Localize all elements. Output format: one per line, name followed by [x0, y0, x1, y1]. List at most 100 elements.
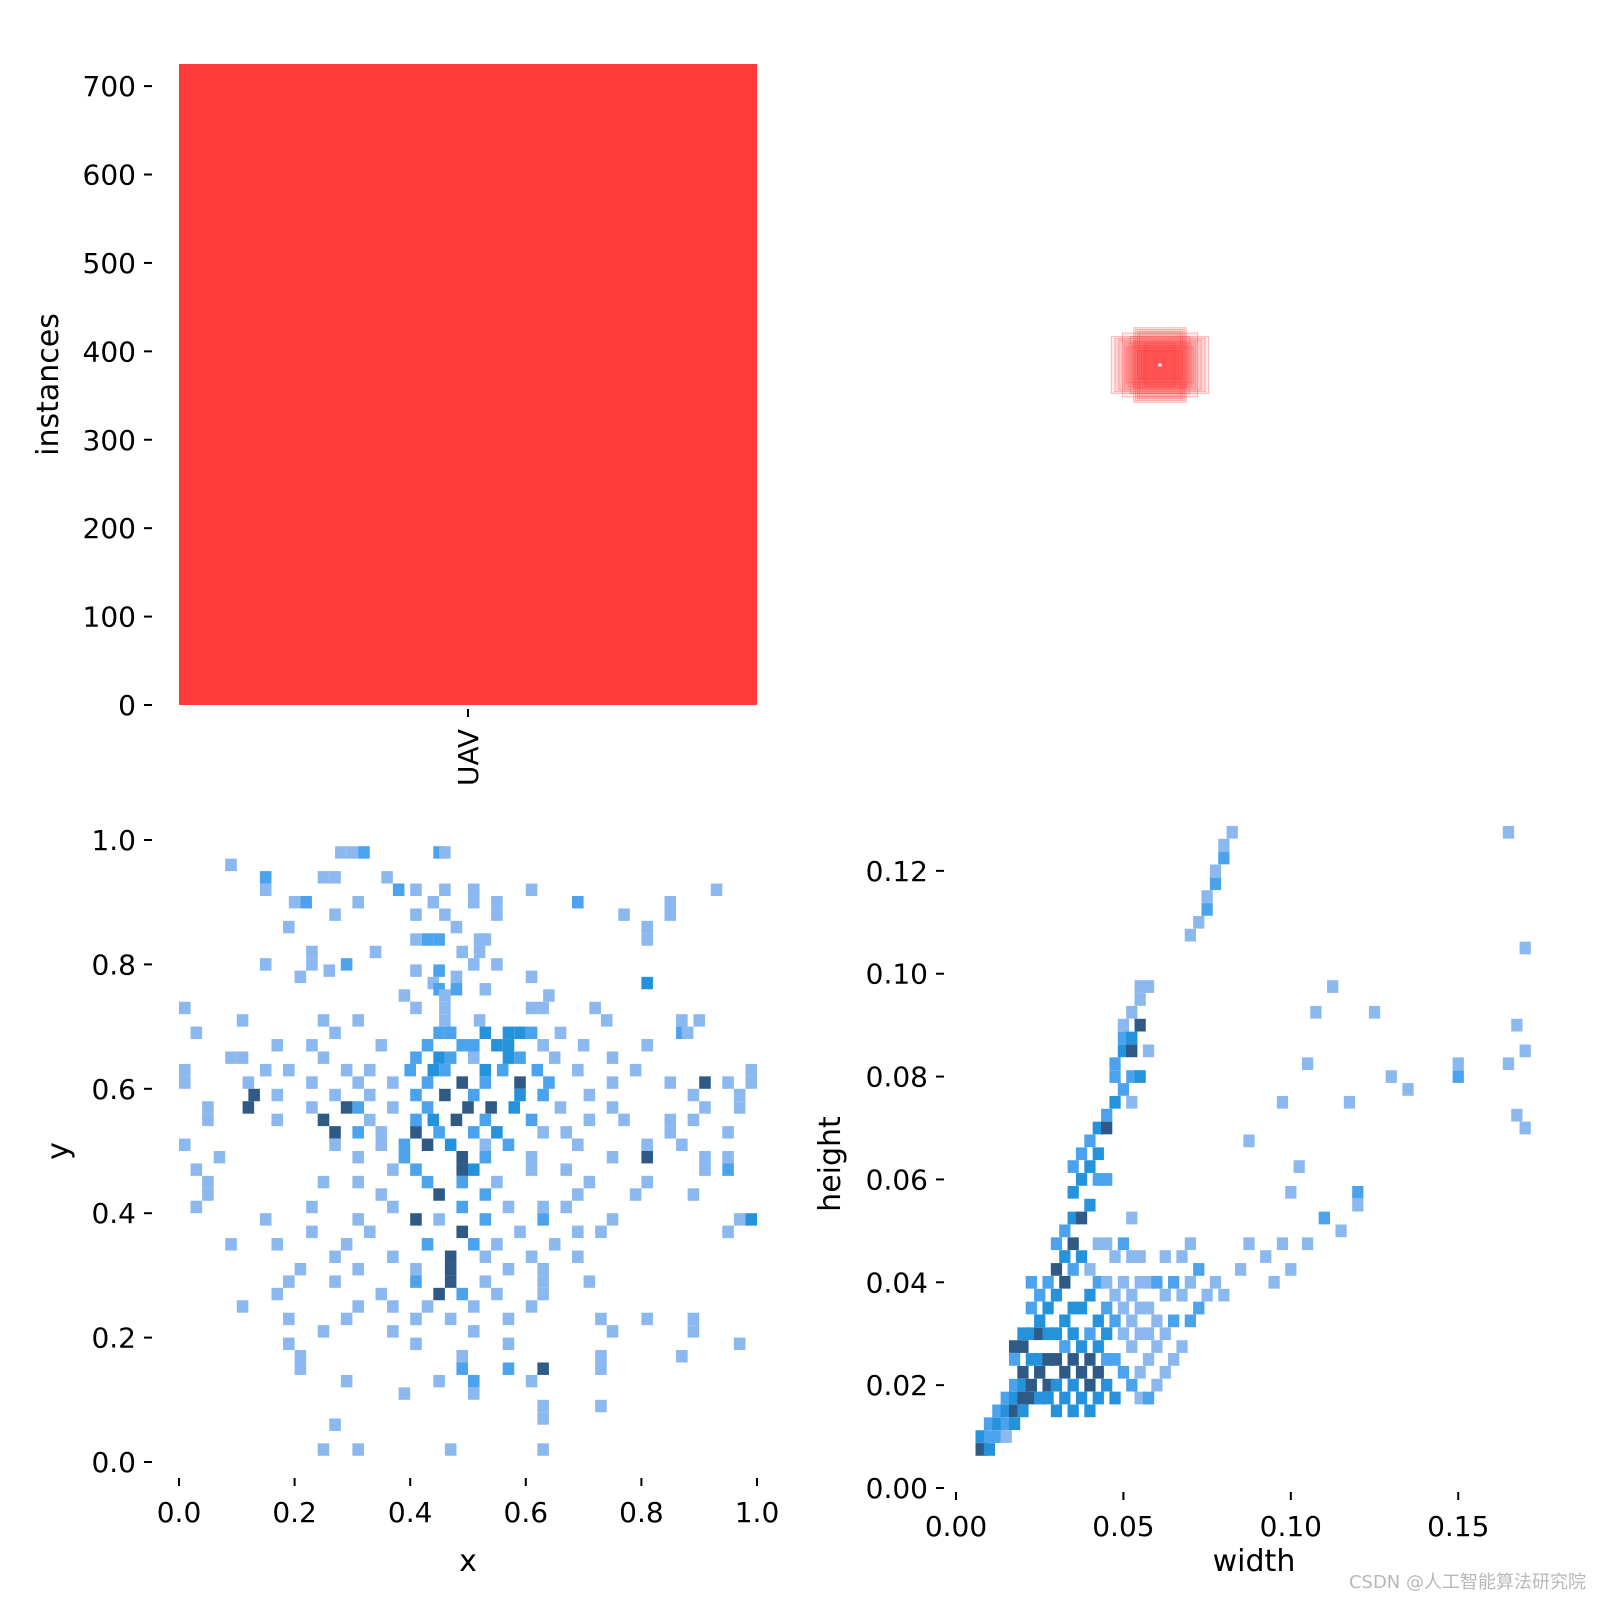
heatmap-cell	[1042, 1378, 1054, 1392]
heatmap-cell	[975, 1443, 987, 1456]
y-tick-label: 0.06	[866, 1163, 928, 1196]
heatmap-cell	[392, 883, 405, 896]
heatmap-cell	[1092, 1121, 1104, 1135]
heatmap-cell	[618, 908, 630, 921]
y-tick-label: 0.02	[866, 1369, 928, 1402]
x-tick-label: 0.0	[157, 1496, 202, 1529]
heatmap-cell	[306, 1225, 318, 1239]
heatmap-cell	[687, 1188, 700, 1201]
heatmap-cell	[699, 1101, 711, 1114]
heatmap-cell	[294, 1362, 307, 1375]
heatmap-cell	[479, 1076, 492, 1089]
heatmap-cell	[525, 883, 538, 896]
heatmap-cell	[439, 1014, 451, 1027]
heatmap-cell	[294, 1350, 307, 1363]
heatmap-cell	[1042, 1327, 1054, 1341]
heatmap-cell	[491, 958, 503, 971]
heatmap-cell	[340, 1238, 353, 1251]
heatmap-cell	[329, 1126, 341, 1139]
heatmap-cell	[381, 871, 393, 884]
heatmap-cell	[404, 1063, 416, 1077]
y-tick-label: 300	[83, 424, 136, 457]
heatmap-cell	[410, 933, 422, 946]
heatmap-cell	[641, 1039, 653, 1052]
heatmap-cell	[537, 1200, 549, 1214]
heatmap-cell	[514, 1051, 526, 1064]
heatmap-cell	[462, 1101, 474, 1114]
heatmap-cell	[271, 1113, 284, 1127]
heatmap-cell	[583, 1088, 596, 1102]
heatmap-cell	[398, 1387, 411, 1400]
heatmap-cell	[473, 1014, 486, 1027]
heatmap-cell	[1134, 1275, 1146, 1289]
heatmap-cell	[1285, 1263, 1297, 1276]
y-tick-label: 0.12	[866, 855, 928, 888]
heatmap-cell	[1101, 1237, 1113, 1251]
heatmap-cell	[1117, 1327, 1130, 1341]
heatmap-cell	[1142, 1275, 1155, 1289]
heatmap-cell	[340, 1374, 353, 1388]
heatmap-cell	[722, 1076, 734, 1089]
heatmap-cell	[1519, 1121, 1531, 1135]
x-tick-label-uav: UAV	[452, 729, 485, 786]
heatmap-cell	[572, 1138, 584, 1151]
heatmap-cell	[375, 1039, 388, 1052]
heatmap-cell	[450, 1113, 463, 1127]
heatmap-cell	[699, 1151, 711, 1164]
heatmap-cell	[514, 1026, 526, 1040]
heatmap-cell	[468, 1387, 480, 1400]
heatmap-cell	[468, 1325, 480, 1338]
heatmap-cell	[387, 1163, 399, 1176]
heatmap-cell	[1075, 1147, 1088, 1161]
x-axis-label: x	[459, 1544, 477, 1579]
heatmap-cell	[421, 1238, 434, 1251]
heatmap-cell	[427, 1113, 440, 1127]
heatmap-cell	[733, 1337, 746, 1351]
heatmap-cell	[1050, 1263, 1063, 1276]
heatmap-cell	[641, 1138, 653, 1151]
heatmap-cell	[975, 1430, 987, 1443]
heatmap-cell	[1168, 1314, 1180, 1328]
heatmap-cell	[1109, 1391, 1121, 1405]
heatmap-cell	[202, 1188, 214, 1201]
heatmap-cell	[1000, 1430, 1012, 1443]
heatmap-cell	[468, 958, 480, 971]
heatmap-cell	[992, 1417, 1004, 1431]
heatmap-cell	[1293, 1160, 1305, 1173]
heatmap-cell	[479, 1250, 492, 1263]
heatmap-cell	[1000, 1391, 1012, 1405]
heatmap-cell	[1059, 1275, 1071, 1289]
heatmap-cell	[1327, 980, 1339, 993]
heatmap-cell	[641, 1312, 653, 1326]
heatmap-cell	[1352, 1198, 1364, 1212]
heatmap-cell	[1059, 1250, 1071, 1263]
heatmap-cell	[236, 1014, 249, 1027]
heatmap-cell	[537, 1213, 549, 1226]
heatmap-cell	[1000, 1417, 1012, 1431]
heatmap-cell	[1117, 1031, 1130, 1045]
heatmap-cell	[1176, 1288, 1188, 1302]
heatmap-cell	[479, 1026, 492, 1040]
heatmap-cell	[433, 1051, 445, 1064]
heatmap-cell	[1335, 1224, 1347, 1238]
heatmap-cell	[468, 895, 480, 909]
heatmap-cell	[479, 1063, 492, 1077]
box-center-dot	[1158, 363, 1162, 367]
heatmap-cell	[491, 1175, 503, 1189]
heatmap-cell	[1218, 838, 1230, 852]
x-tick-label: 0.6	[504, 1496, 549, 1529]
heatmap-cell	[387, 1101, 399, 1114]
heatmap-cell	[1352, 1185, 1364, 1199]
heatmap-cell	[1343, 1095, 1356, 1109]
heatmap-cell	[525, 1151, 538, 1164]
heatmap-cell	[699, 1163, 711, 1176]
heatmap-cell	[213, 1151, 226, 1164]
heatmap-cell	[1075, 1391, 1088, 1405]
heatmap-cell	[456, 1163, 468, 1176]
heatmap-cell	[444, 1051, 457, 1064]
heatmap-cell	[514, 1076, 526, 1089]
heatmap-cell	[641, 976, 653, 990]
heatmap-cell	[1511, 1018, 1523, 1032]
heatmap-cell	[1034, 1314, 1046, 1328]
